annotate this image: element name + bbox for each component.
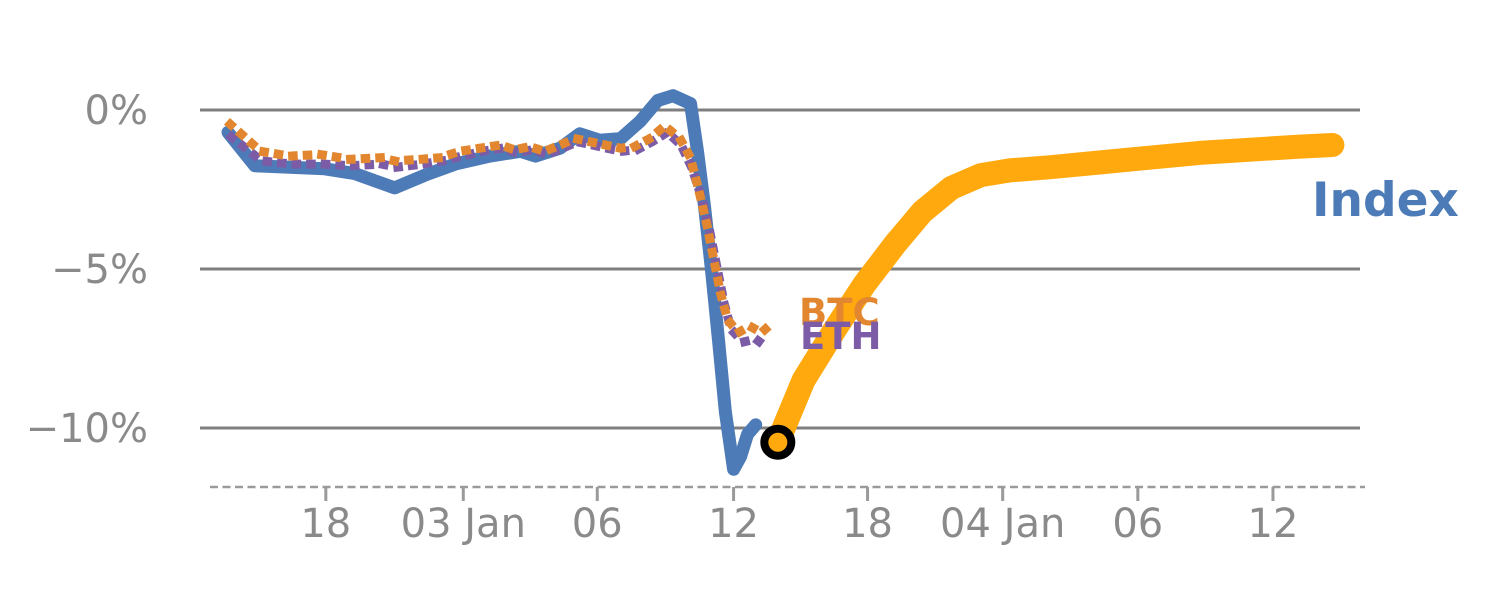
btc-series-label: BTC xyxy=(799,291,880,334)
x-tick-label: 06 xyxy=(572,501,623,547)
crash-marker-group xyxy=(760,424,796,460)
y-tick-label-0: 0% xyxy=(85,88,148,134)
x-tick-label: 06 xyxy=(1112,501,1163,547)
series-recovery-line xyxy=(765,133,1345,455)
x-tick-label: 12 xyxy=(708,501,759,547)
y-tick-label-1: −5% xyxy=(51,247,148,293)
crash-marker xyxy=(760,424,796,460)
eth-series-label: ETH xyxy=(800,315,881,358)
y-tick-labels: 0% −5% −10% xyxy=(26,88,148,452)
x-tick-label: 04 Jan xyxy=(940,501,1065,547)
x-tick-label: 18 xyxy=(842,501,893,547)
x-tick-labels: 18 03 Jan 06 12 18 04 Jan 06 12 xyxy=(300,501,1298,547)
x-axis: 18 03 Jan 06 12 18 04 Jan 06 12 xyxy=(210,485,1365,547)
x-tick-label: 03 Jan xyxy=(401,501,526,547)
x-tick-label: 12 xyxy=(1248,501,1299,547)
series-labels: BTC ETH Index xyxy=(799,173,1459,358)
index-series-label: Index xyxy=(1312,173,1459,228)
y-tick-label-2: −10% xyxy=(26,406,148,452)
series-lines xyxy=(221,89,1345,476)
series-index-line xyxy=(221,89,763,476)
x-tick-marks xyxy=(324,487,1275,501)
x-tick-label: 18 xyxy=(300,501,351,547)
series-btc-line xyxy=(223,117,779,338)
